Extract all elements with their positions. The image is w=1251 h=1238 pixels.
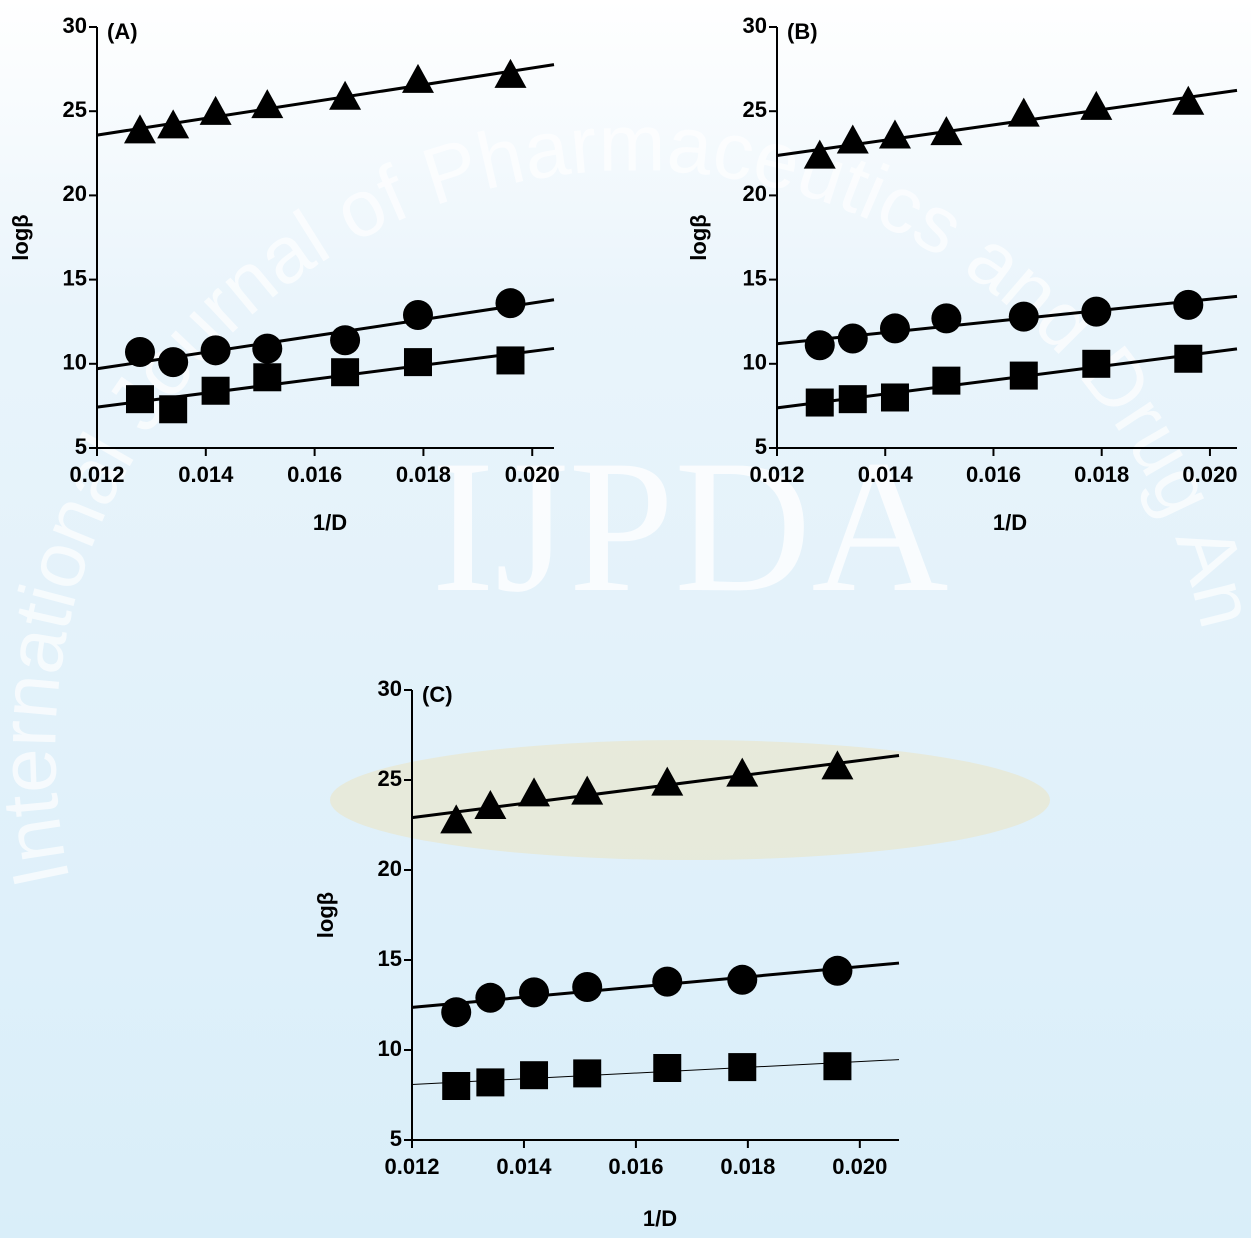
circle-marker [125, 337, 155, 367]
circle-marker [1173, 290, 1203, 320]
square-marker [476, 1068, 504, 1096]
circle-marker [495, 288, 525, 318]
y-tick-label: 20 [743, 181, 767, 206]
x-tick-label: 0.014 [178, 462, 234, 487]
circle-marker [403, 300, 433, 330]
x-tick-label: 0.014 [496, 1154, 552, 1179]
x-tick-label: 0.018 [396, 462, 451, 487]
circle-marker [330, 325, 360, 355]
x-tick-label: 0.012 [749, 462, 804, 487]
y-tick-label: 30 [63, 13, 87, 38]
circle-marker [1009, 302, 1039, 332]
x-tick-label: 0.018 [1074, 462, 1129, 487]
circle-marker [572, 972, 602, 1002]
x-tick-label: 0.020 [505, 462, 560, 487]
y-tick-label: 15 [63, 265, 87, 290]
x-tick-label: 0.014 [858, 462, 914, 487]
y-axis-title: logβ [686, 214, 711, 260]
circle-marker [838, 324, 868, 354]
square-marker [881, 383, 909, 411]
x-tick-label: 0.018 [720, 1154, 775, 1179]
square-marker [126, 385, 154, 413]
square-marker [331, 358, 359, 386]
circle-marker [201, 335, 231, 365]
x-tick-label: 0.020 [1182, 462, 1237, 487]
circle-marker [652, 967, 682, 997]
square-marker [253, 363, 281, 391]
x-tick-label: 0.016 [966, 462, 1021, 487]
square-marker [404, 348, 432, 376]
square-marker [1082, 350, 1110, 378]
circle-marker [1081, 297, 1111, 327]
square-marker [932, 367, 960, 395]
x-tick-label: 0.020 [832, 1154, 887, 1179]
square-marker [442, 1072, 470, 1100]
watermark-emblem [330, 740, 1050, 860]
square-marker [1010, 362, 1038, 390]
circle-marker [441, 997, 471, 1027]
square-marker [1174, 345, 1202, 373]
panel-label: (A) [107, 19, 138, 44]
x-axis-title: 1/D [643, 1206, 677, 1231]
x-tick-label: 0.012 [69, 462, 124, 487]
circle-marker [158, 347, 188, 377]
y-tick-label: 15 [378, 946, 402, 971]
x-axis-title: 1/D [313, 510, 347, 535]
y-tick-label: 5 [390, 1126, 402, 1151]
y-axis-title: logβ [313, 892, 338, 938]
y-tick-label: 25 [743, 97, 767, 122]
square-marker [653, 1054, 681, 1082]
square-marker [520, 1061, 548, 1089]
square-marker [496, 346, 524, 374]
y-tick-label: 30 [743, 13, 767, 38]
page: {"watermark": "IJPDA", "watermark_arc": … [0, 0, 1251, 1238]
square-marker [806, 389, 834, 417]
x-tick-label: 0.016 [287, 462, 342, 487]
y-tick-label: 5 [75, 434, 87, 459]
circle-marker [252, 334, 282, 364]
square-marker [823, 1052, 851, 1080]
y-tick-label: 10 [743, 350, 767, 375]
y-tick-label: 25 [63, 97, 87, 122]
watermark: IJPDA [431, 422, 948, 632]
square-marker [839, 385, 867, 413]
y-tick-label: 10 [378, 1036, 402, 1061]
y-tick-label: 5 [755, 434, 767, 459]
y-tick-label: 30 [378, 676, 402, 701]
y-tick-label: 15 [743, 265, 767, 290]
circle-marker [931, 303, 961, 333]
circle-marker [727, 965, 757, 995]
y-tick-label: 20 [378, 856, 402, 881]
x-tick-label: 0.016 [608, 1154, 663, 1179]
panel-label: (C) [422, 682, 453, 707]
square-marker [202, 377, 230, 405]
square-marker [573, 1059, 601, 1087]
figure: IJPDA International Journal of Pharmaceu… [0, 0, 1251, 1238]
circle-marker [475, 983, 505, 1013]
circle-marker [822, 956, 852, 986]
y-tick-label: 20 [63, 181, 87, 206]
circle-marker [880, 313, 910, 343]
x-tick-label: 0.012 [384, 1154, 439, 1179]
y-axis-title: logβ [8, 214, 33, 260]
y-tick-label: 10 [63, 350, 87, 375]
circle-marker [805, 330, 835, 360]
x-axis-title: 1/D [993, 510, 1027, 535]
circle-marker [519, 977, 549, 1007]
panel-label: (B) [787, 19, 818, 44]
square-marker [159, 395, 187, 423]
square-marker [728, 1053, 756, 1081]
y-tick-label: 25 [378, 766, 402, 791]
